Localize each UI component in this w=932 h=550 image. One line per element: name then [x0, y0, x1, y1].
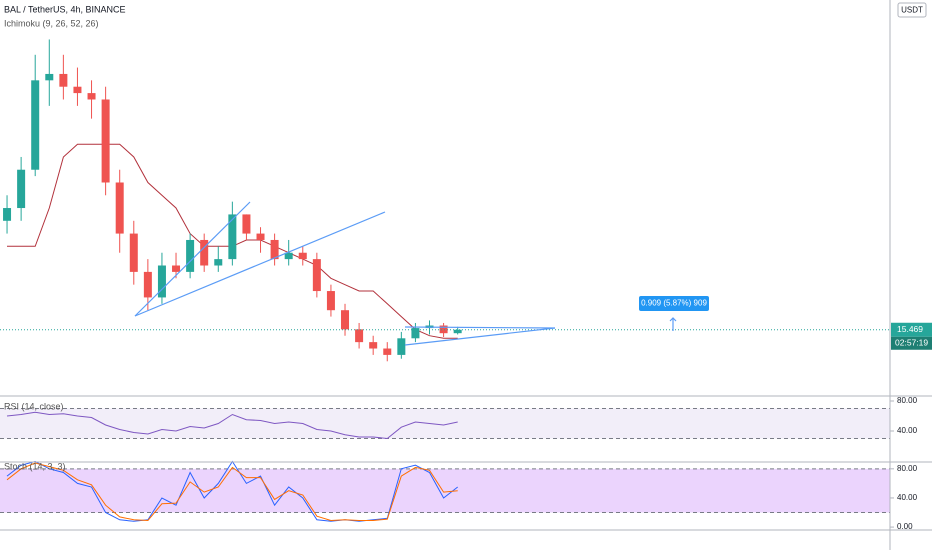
candle-body — [298, 252, 307, 260]
drawings — [134, 201, 677, 346]
rsi-title[interactable]: RSI (14, close) — [4, 401, 64, 411]
candle-body — [101, 99, 110, 183]
candle-body — [87, 93, 96, 100]
band-fill — [0, 468, 890, 513]
y-tick-label: 40.00 — [897, 493, 918, 502]
candle-body — [453, 329, 462, 334]
unit-label: USDT — [901, 6, 923, 15]
candle-body — [411, 328, 420, 339]
band-fill — [0, 408, 890, 439]
series-line — [6, 462, 458, 522]
last-price-label: 15.469 — [897, 324, 923, 334]
candle-body — [270, 239, 279, 260]
axes: 15.469 02:57:19 40.00 80.00 0.00 40.00 80.00 — [890, 322, 932, 531]
candle-body — [59, 73, 68, 87]
candle-body — [341, 310, 350, 330]
candle-body — [228, 214, 237, 260]
measure-arrow-head — [669, 317, 677, 322]
candle-body — [397, 338, 406, 355]
measure-label: 0.909 (5.87%) 909 — [641, 299, 707, 308]
stoch-title[interactable]: Stoch (14, 3, 3) — [4, 461, 66, 471]
candle-body — [157, 265, 166, 298]
candle-body — [186, 239, 195, 272]
candle-body — [242, 214, 251, 234]
plot-area — [0, 39, 890, 522]
trend-line[interactable] — [404, 326, 556, 329]
trend-line[interactable] — [134, 201, 251, 317]
countdown-label: 02:57:19 — [895, 338, 928, 348]
candle-body — [143, 271, 152, 298]
measure-box[interactable] — [639, 296, 709, 311]
candle-body — [73, 86, 82, 94]
candle-body — [369, 342, 378, 349]
candle-body — [312, 259, 321, 292]
y-tick-label: 80.00 — [897, 464, 918, 473]
candle-body — [115, 182, 124, 234]
trend-line[interactable] — [134, 211, 386, 317]
candle-body — [45, 73, 54, 81]
candle-body — [326, 291, 335, 311]
candle-body — [129, 233, 138, 272]
candle-body — [439, 325, 448, 334]
series-line — [6, 411, 458, 440]
last-price-box — [891, 322, 932, 337]
candle-body — [284, 252, 293, 260]
trend-line[interactable] — [404, 327, 556, 346]
candle-body — [3, 208, 12, 221]
y-tick-label: 80.00 — [897, 396, 918, 405]
candle-body — [256, 233, 265, 240]
candle-body — [31, 80, 40, 170]
candle-body — [214, 259, 223, 266]
candle-body — [383, 348, 392, 355]
candle-body — [172, 265, 181, 272]
countdown-box — [891, 336, 932, 350]
candle-body — [200, 239, 209, 266]
candle-body — [355, 329, 364, 343]
y-tick-label: 40.00 — [897, 426, 918, 435]
unit-box[interactable] — [897, 2, 927, 18]
indicator-legend[interactable]: Ichimoku (9, 26, 52, 26) — [4, 18, 99, 28]
y-tick-label: 0.00 — [897, 522, 913, 531]
symbol-title: BAL / TetherUS, 4h, BINANCE — [4, 4, 126, 14]
candle-body — [17, 169, 26, 209]
